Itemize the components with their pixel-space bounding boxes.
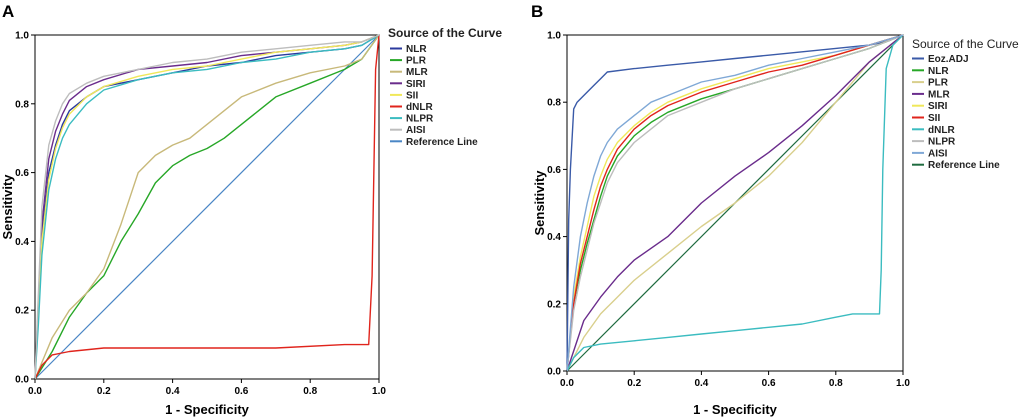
panel-b-y-tick-label: 0.6	[547, 165, 561, 176]
panel-b-legend-label-dnlr: dNLR	[928, 125, 955, 136]
panel-b-x-tick-label: 0.8	[829, 378, 843, 389]
panel-b-series-nlpr	[566, 34, 904, 372]
panel-a-legend-label-dnlr: dNLR	[406, 102, 433, 113]
panel-b-series-mlr	[566, 34, 904, 372]
panel-b-x-axis-title: 1 - Specificity	[693, 402, 778, 417]
panel-a-x-tick-label: 0.4	[166, 386, 180, 397]
panel-b-series-sii	[566, 34, 904, 372]
panel-b-legend-label-eoz-adj: Eoz.ADJ	[928, 54, 969, 65]
panel-b-legend-label-mlr: MLR	[928, 89, 950, 100]
panel-a-legend-label-nlpr: NLPR	[406, 114, 434, 125]
panel-b-x-tick-label: 1.0	[896, 378, 910, 389]
panel-a-y-tick-label: 0.4	[15, 237, 29, 248]
panel-a-x-tick-label: 0.2	[97, 386, 111, 397]
panel-b-series-siri	[566, 34, 904, 372]
panel-b-series-eoz-adj	[566, 34, 904, 372]
panel-a-x-tick-label: 0.0	[28, 386, 42, 397]
panel-b-legend: Eoz.ADJNLRPLRMLRSIRISIIdNLRNLPRAISIRefer…	[912, 54, 1000, 171]
panel-a-x-axis-title: 1 - Specificity	[165, 402, 250, 417]
panel-b-y-tick-label: 1.0	[547, 31, 561, 42]
panel-b-legend-label-nlr: NLR	[928, 66, 949, 77]
panel-a-y-tick-label: 0.6	[15, 168, 29, 179]
panel-a-ticks: 0.0 0.2 0.4 0.6 0.8 1.0 0.0 0.2 0.4 0.6 0.8 1.0	[15, 31, 386, 398]
panel-b-series-plr	[566, 34, 904, 372]
panel-a-series-mlr	[34, 34, 380, 380]
panel-b-plot-frame	[566, 34, 904, 372]
panel-b-legend-label-plr: PLR	[928, 78, 949, 89]
panel-a-series-reference-line	[34, 34, 380, 380]
panel-b-ticks: 0.0 0.2 0.4 0.6 0.8 1.0 0.0 0.2 0.4 0.6 0.8 1.0	[547, 31, 910, 390]
panel-a-legend-label-nlr: NLR	[406, 44, 427, 55]
panel-b: B 0.0 0.2 0.4 0.6 0.8 1.0 0.0 0.2 0.4 0.6 0.8 1.0 1…	[531, 2, 1019, 417]
panel-a-letter: A	[2, 2, 14, 21]
panel-b-legend-label-nlpr: NLPR	[928, 137, 956, 148]
panel-a-y-tick-label: 1.0	[15, 31, 29, 42]
panel-a-plot-frame	[34, 34, 380, 380]
panel-b-y-axis-title: Sensitivity	[532, 170, 547, 236]
panel-a-x-tick-label: 1.0	[372, 386, 386, 397]
panel-b-y-tick-label: 0.8	[547, 98, 561, 109]
panel-a-y-tick-label: 0.0	[15, 375, 29, 386]
panel-b-legend-label-sii: SII	[928, 113, 940, 124]
panel-b-x-tick-label: 0.6	[762, 378, 776, 389]
panel-b-y-tick-label: 0.2	[547, 299, 561, 310]
panel-b-series-dnlr	[566, 34, 904, 372]
panel-a-legend-label-siri: SIRI	[406, 79, 426, 90]
panel-b-legend-label-siri: SIRI	[928, 101, 948, 112]
panel-a-series-sii	[34, 34, 380, 380]
panel-a: A 0.0 0.2 0.4 0.6 0.8 1.0 0.0 0.2 0.4 0.6 0.8 1.0 1…	[0, 2, 502, 417]
panel-a-x-tick-label: 0.6	[234, 386, 248, 397]
panel-b-y-tick-label: 0.0	[547, 367, 561, 378]
panel-b-legend-label-reference-line: Reference Line	[928, 160, 1000, 171]
panel-a-series	[34, 34, 380, 380]
panel-b-legend-title: Source of the Curve	[912, 37, 1019, 51]
panel-a-y-axis-title: Sensitivity	[0, 174, 15, 240]
panel-a-y-tick-label: 0.8	[15, 99, 29, 110]
panel-b-y-tick-label: 0.4	[547, 232, 561, 243]
panel-a-x-tick-label: 0.8	[303, 386, 317, 397]
panel-b-series-aisi	[566, 34, 904, 372]
panel-a-legend-label-plr: PLR	[406, 56, 427, 67]
panel-a-legend-label-aisi: AISI	[406, 125, 426, 136]
panel-a-series-nlpr	[34, 34, 380, 380]
panel-b-x-tick-label: 0.4	[694, 378, 708, 389]
panel-b-x-tick-label: 0.0	[560, 378, 574, 389]
panel-a-series-dnlr	[34, 34, 380, 380]
panel-a-legend-label-sii: SII	[406, 90, 418, 101]
panel-b-legend-label-aisi: AISI	[928, 148, 948, 159]
panel-b-series	[566, 34, 904, 372]
panel-a-y-tick-label: 0.2	[15, 306, 29, 317]
panel-b-x-tick-label: 0.2	[627, 378, 641, 389]
panel-b-letter: B	[531, 2, 543, 21]
panel-a-series-aisi	[34, 34, 380, 380]
panel-a-legend-title: Source of the Curve	[388, 26, 502, 40]
panel-a-legend-label-mlr: MLR	[406, 67, 428, 78]
panel-a-legend-label-reference-line: Reference Line	[406, 137, 478, 148]
